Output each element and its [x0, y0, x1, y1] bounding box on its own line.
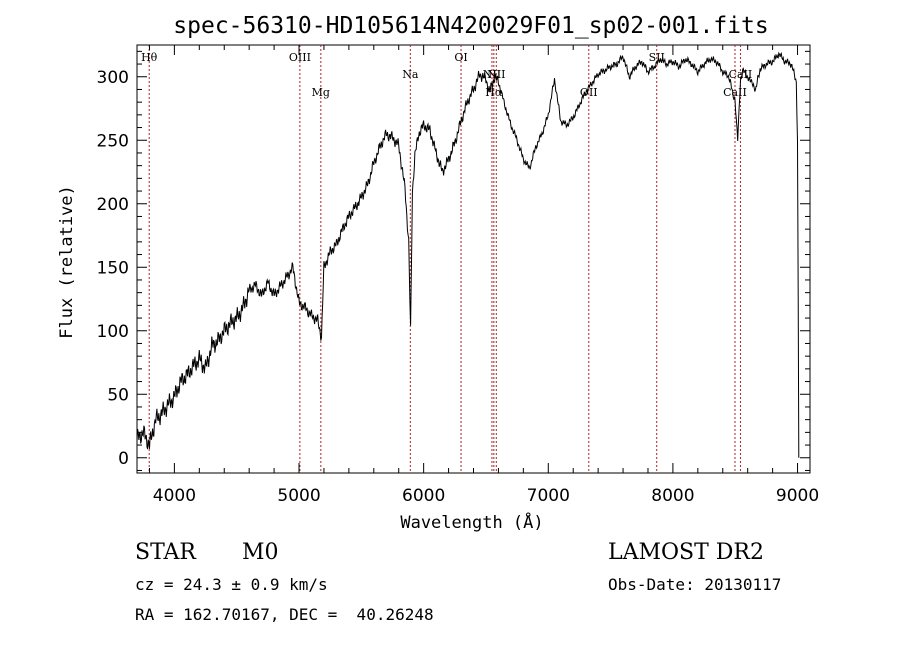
- spectral-line-label: OII: [580, 86, 598, 99]
- spectral-line-label: NII: [487, 68, 505, 81]
- y-tick-label: 300: [97, 68, 129, 88]
- x-tick-label: 5000: [277, 486, 320, 506]
- coordinates: RA = 162.70167, DEC = 40.26248: [135, 605, 434, 624]
- survey-name: LAMOST DR2: [608, 540, 764, 565]
- x-tick-label: 8000: [651, 486, 694, 506]
- y-tick-label: 250: [97, 131, 129, 151]
- object-class: STAR: [135, 540, 196, 565]
- spectral-line-label: Na: [402, 68, 419, 81]
- x-axis-ticks: 4000 5000 6000 7000 8000 9000: [148, 45, 819, 506]
- spectral-line-label: Mg: [312, 86, 330, 99]
- x-tick-label: 6000: [402, 486, 445, 506]
- y-tick-label: 200: [97, 195, 129, 215]
- y-tick-label: 50: [107, 385, 129, 405]
- y-tick-label: 150: [97, 258, 129, 278]
- y-axis-label: Flux (relative): [57, 185, 77, 339]
- observation-date: Obs-Date: 20130117: [608, 575, 782, 594]
- spectral-subclass: M0: [242, 540, 279, 565]
- y-axis-ticks: 0 50 100 150 200 250 300: [97, 50, 810, 471]
- spectral-line-label: Hθ: [141, 51, 158, 64]
- x-tick-label: 7000: [527, 486, 570, 506]
- chart-title: spec-56310-HD105614N420029F01_sp02-001.f…: [173, 13, 768, 39]
- x-tick-label: 4000: [153, 486, 196, 506]
- spectral-line-label: CaII: [723, 86, 747, 99]
- spectrum-series-line: [136, 51, 800, 458]
- x-axis-label: Wavelength (Å): [400, 511, 543, 533]
- y-tick-label: 0: [118, 449, 129, 469]
- spectral-line-label: OI: [454, 51, 467, 64]
- x-tick-label: 9000: [776, 486, 819, 506]
- plot-frame: [136, 44, 811, 474]
- spectral-line-label: OIII: [289, 51, 311, 64]
- y-tick-label: 100: [97, 322, 129, 342]
- redshift-cz: cz = 24.3 ± 0.9 km/s: [135, 575, 328, 594]
